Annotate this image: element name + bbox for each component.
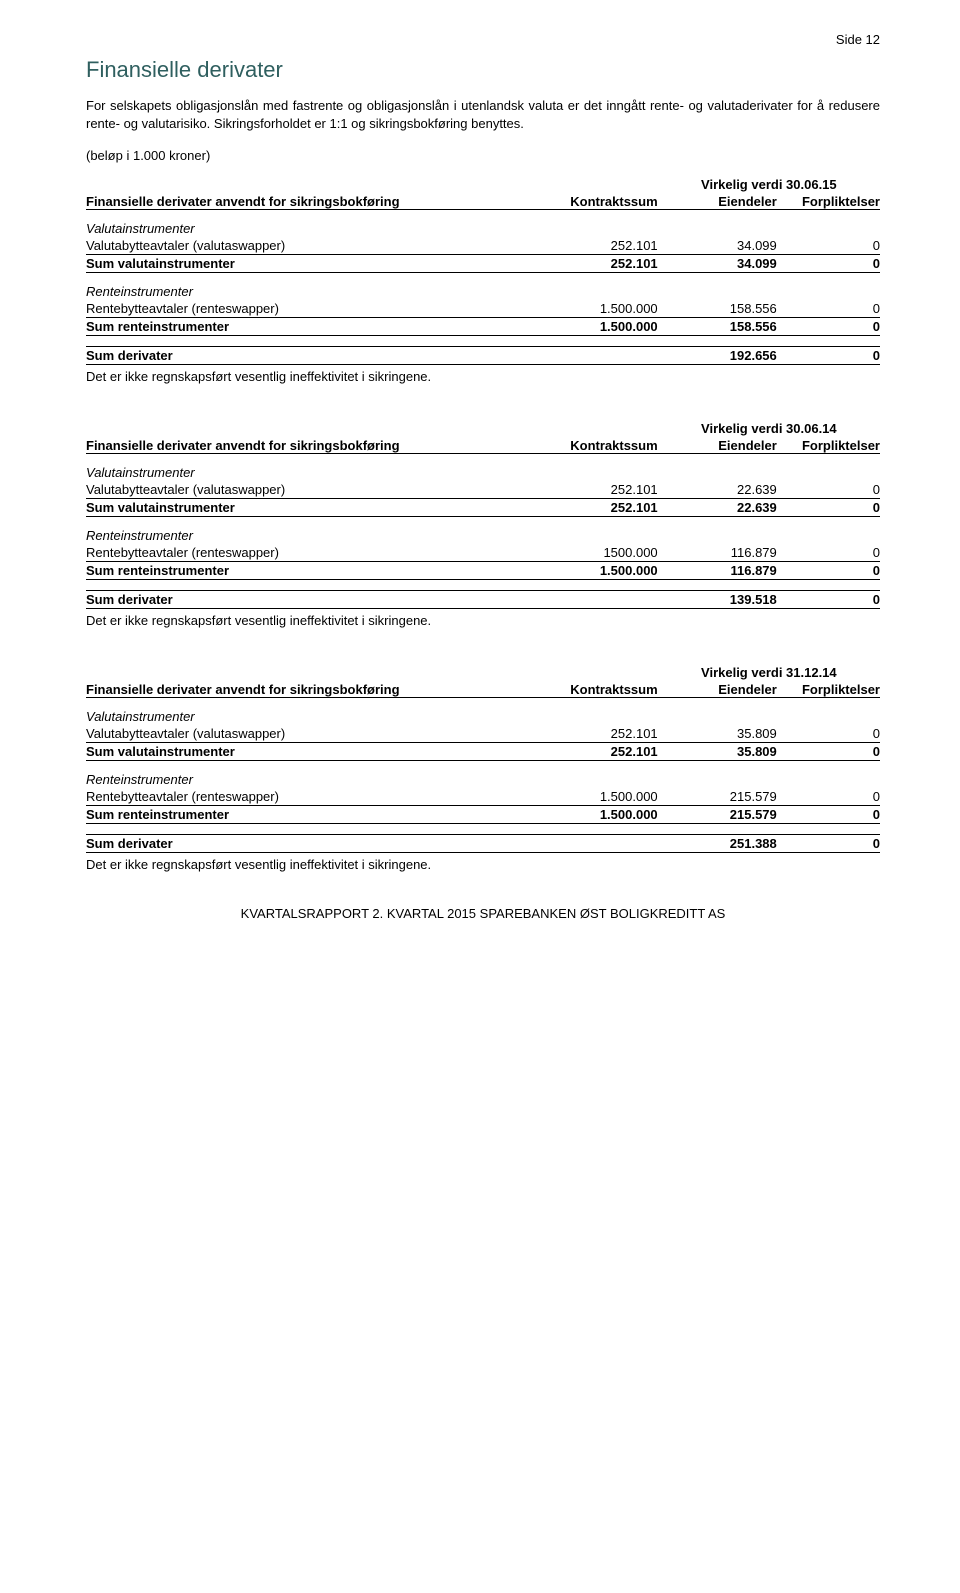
section-note: Det er ikke regnskapsført vesentlig inef…: [86, 857, 880, 872]
derivatives-table: Virkelig verdi 30.06.14Finansielle deriv…: [86, 420, 880, 609]
section-note: Det er ikke regnskapsført vesentlig inef…: [86, 613, 880, 628]
intro-paragraph: For selskapets obligasjonslån med fastre…: [86, 97, 880, 132]
amounts-note: (beløp i 1.000 kroner): [86, 148, 880, 163]
page: Side 12 Finansielle derivater For selska…: [0, 0, 960, 969]
footer: KVARTALSRAPPORT 2. KVARTAL 2015 SPAREBAN…: [86, 906, 880, 921]
page-title: Finansielle derivater: [86, 57, 880, 83]
page-number: Side 12: [86, 32, 880, 47]
derivatives-table: Virkelig verdi 31.12.14Finansielle deriv…: [86, 664, 880, 853]
section-note: Det er ikke regnskapsført vesentlig inef…: [86, 369, 880, 384]
derivatives-table: Virkelig verdi 30.06.15Finansielle deriv…: [86, 176, 880, 365]
